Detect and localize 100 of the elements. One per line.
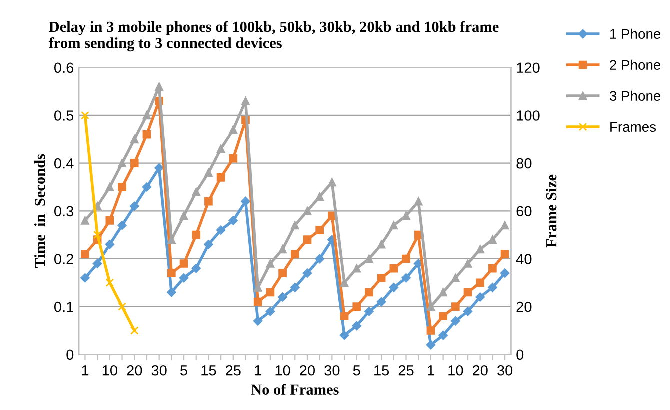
- point: [390, 221, 398, 230]
- y-axis-title: Time in Seconds: [34, 154, 46, 268]
- x-tick-label: 20: [472, 365, 488, 376]
- x-tick-label: 30: [324, 365, 340, 376]
- point: [106, 278, 114, 288]
- point: [464, 260, 472, 268]
- point: [439, 312, 448, 321]
- point: [451, 316, 460, 326]
- x-tick-label: 5: [353, 366, 360, 376]
- point: [451, 302, 460, 311]
- point: [476, 292, 485, 302]
- point: [365, 288, 374, 297]
- y-tick-label: 0.4: [54, 158, 74, 169]
- point: [316, 226, 324, 234]
- point: [192, 230, 201, 240]
- y2-tick-label: 40: [516, 254, 532, 264]
- point: [242, 96, 250, 106]
- point: [192, 188, 201, 196]
- point: [390, 264, 398, 273]
- point: [266, 306, 276, 316]
- point: [476, 278, 485, 288]
- legend-label: Frames: [610, 122, 656, 132]
- point: [364, 306, 374, 316]
- legend-label: 2 Phone: [610, 60, 661, 70]
- y-tick-label: 0.2: [54, 254, 74, 264]
- point: [216, 226, 226, 235]
- point: [278, 269, 287, 278]
- point: [118, 159, 126, 168]
- point: [476, 245, 485, 254]
- point: [426, 326, 436, 335]
- point: [192, 264, 201, 274]
- point: [229, 126, 238, 134]
- point: [488, 264, 497, 273]
- point: [130, 202, 140, 211]
- point: [118, 302, 126, 311]
- point: [402, 273, 411, 283]
- legend-label: 3 Phone: [610, 90, 661, 102]
- point: [451, 274, 460, 282]
- y2-axis-title: Frame Size: [546, 174, 557, 248]
- point: [464, 288, 472, 297]
- point: [352, 321, 362, 331]
- point: [92, 259, 102, 268]
- point: [377, 274, 386, 282]
- point: [303, 236, 312, 244]
- point: [130, 326, 139, 335]
- point: [204, 240, 214, 250]
- point: [365, 254, 374, 264]
- point: [241, 196, 250, 206]
- point: [500, 250, 510, 258]
- point: [105, 240, 115, 250]
- point: [290, 221, 300, 230]
- point: [154, 163, 164, 173]
- point: [426, 340, 436, 350]
- point: [179, 273, 189, 283]
- point: [142, 130, 152, 139]
- x-tick-label: 15: [202, 366, 216, 376]
- y2-tick-label: 80: [516, 158, 532, 169]
- x-tick-label: 10: [276, 365, 290, 376]
- y-tick-label: 0.1: [54, 302, 74, 312]
- point: [500, 221, 510, 230]
- legend-label: 1 Phone: [610, 28, 661, 40]
- point: [155, 82, 164, 91]
- point: [216, 144, 226, 154]
- point: [81, 111, 90, 120]
- y-tick-label: 0.3: [54, 206, 74, 217]
- point: [438, 330, 448, 340]
- point: [180, 212, 188, 220]
- y2-tick-label: 120: [517, 62, 540, 74]
- point: [167, 288, 176, 298]
- point: [81, 216, 90, 225]
- x-tick-label: 30: [497, 365, 513, 376]
- point: [439, 288, 448, 297]
- point: [130, 159, 139, 168]
- point: [488, 283, 498, 292]
- point: [254, 298, 262, 306]
- point: [302, 268, 312, 278]
- point: [167, 269, 176, 278]
- point: [414, 197, 423, 206]
- point: [389, 283, 399, 292]
- point: [80, 273, 90, 283]
- x-tick-label: 1: [255, 366, 262, 376]
- point: [352, 264, 362, 273]
- point: [266, 260, 275, 268]
- point: [204, 197, 213, 206]
- x-tick-label: 25: [226, 365, 241, 376]
- point: [290, 283, 300, 292]
- y-tick-label: 0.5: [54, 110, 74, 121]
- x-tick-label: 1: [428, 366, 434, 376]
- point: [142, 111, 152, 120]
- point: [253, 316, 263, 326]
- point: [340, 330, 350, 340]
- x-tick-label: 10: [102, 365, 118, 376]
- point: [463, 306, 473, 316]
- x-tick-label: 30: [152, 365, 167, 376]
- point: [402, 212, 410, 220]
- x-tick-label: 15: [374, 366, 390, 376]
- point: [278, 245, 287, 254]
- point: [106, 216, 114, 225]
- y-tick-label: 0.6: [54, 62, 74, 74]
- x-tick-label: 10: [448, 365, 464, 376]
